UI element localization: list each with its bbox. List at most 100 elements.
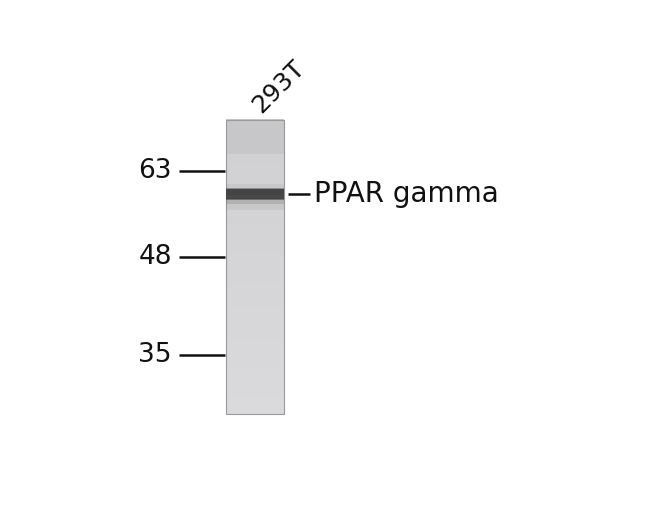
Bar [226, 308, 284, 310]
Bar [226, 306, 284, 308]
Bar [226, 305, 284, 306]
Bar [226, 121, 284, 122]
Bar [226, 186, 284, 187]
Bar [226, 154, 284, 155]
Bar [226, 398, 284, 399]
Bar [226, 175, 284, 176]
Bar [226, 194, 284, 195]
Bar [226, 130, 284, 132]
Bar [226, 391, 284, 392]
Bar [226, 410, 284, 412]
Bar [226, 273, 284, 275]
Text: PPAR gamma: PPAR gamma [314, 180, 499, 208]
Bar [226, 157, 284, 158]
Bar [226, 325, 284, 327]
Bar [226, 144, 284, 146]
Bar [226, 354, 284, 355]
Bar [226, 339, 284, 341]
Bar [226, 319, 284, 321]
Bar [226, 264, 284, 265]
Bar [226, 242, 284, 243]
Bar [226, 155, 284, 156]
Bar [226, 397, 284, 398]
Bar [226, 331, 284, 332]
Bar [226, 138, 284, 139]
Bar [226, 393, 284, 394]
Bar [226, 348, 284, 349]
Bar [226, 330, 284, 331]
Bar [226, 256, 284, 257]
Bar [226, 329, 284, 330]
Bar [226, 188, 284, 192]
Bar [226, 212, 284, 213]
Bar [226, 328, 284, 329]
Bar [226, 302, 284, 303]
Bar [226, 281, 284, 282]
Bar [226, 190, 284, 191]
Bar [226, 279, 284, 280]
Bar [226, 323, 284, 325]
Bar [226, 135, 284, 136]
Bar [226, 143, 284, 145]
Bar [226, 151, 284, 152]
Bar [226, 231, 284, 233]
Bar [226, 395, 284, 396]
Bar [226, 224, 284, 225]
Bar [226, 245, 284, 246]
Bar [226, 211, 284, 212]
Bar [226, 139, 284, 140]
Bar [226, 227, 284, 228]
Bar [226, 341, 284, 342]
Bar [226, 159, 284, 160]
Bar [226, 193, 284, 194]
Bar [226, 203, 284, 204]
Bar [226, 287, 284, 289]
Bar [226, 160, 284, 161]
Bar [226, 149, 284, 150]
Bar [226, 409, 284, 410]
Bar [226, 183, 284, 185]
Bar [226, 153, 284, 154]
Bar [226, 131, 284, 133]
Bar [226, 366, 284, 368]
Bar [226, 237, 284, 238]
Bar [226, 184, 284, 198]
Bar [226, 388, 284, 389]
Bar [226, 316, 284, 317]
Bar [226, 272, 284, 274]
Bar [226, 247, 284, 248]
Bar [226, 390, 284, 391]
Bar [226, 351, 284, 352]
Bar [226, 182, 284, 184]
Bar [226, 128, 284, 130]
Bar [226, 249, 284, 250]
Bar [226, 173, 284, 174]
Bar [226, 124, 284, 126]
Bar [226, 340, 284, 342]
Bar [226, 377, 284, 379]
Bar [226, 244, 284, 245]
Bar [226, 205, 284, 206]
Bar [226, 137, 284, 138]
Bar [226, 189, 284, 204]
Bar [226, 172, 284, 173]
Bar [226, 234, 284, 236]
Bar [226, 188, 284, 189]
Bar [226, 382, 284, 383]
Bar [226, 271, 284, 273]
Bar [226, 158, 284, 159]
Bar [226, 141, 284, 143]
Bar [226, 179, 284, 181]
Bar [226, 261, 284, 262]
Bar [226, 168, 284, 170]
Bar [226, 376, 284, 378]
Bar [226, 208, 284, 209]
Bar [226, 383, 284, 384]
Bar [226, 241, 284, 242]
Bar [226, 277, 284, 278]
Bar [226, 156, 284, 157]
Bar [226, 252, 284, 253]
Bar [226, 373, 284, 375]
Bar [226, 269, 284, 271]
Bar [226, 408, 284, 409]
